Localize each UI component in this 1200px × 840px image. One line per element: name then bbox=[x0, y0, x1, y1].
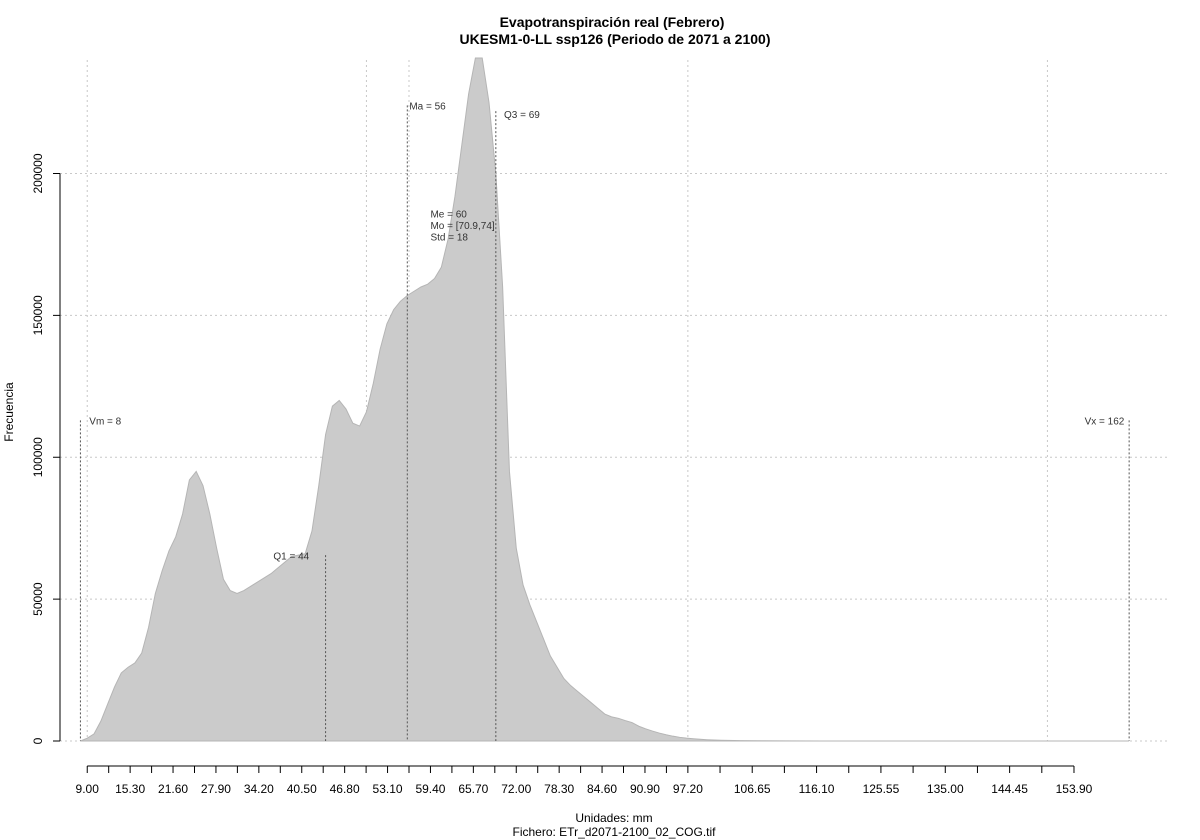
x-tick-label: 65.70 bbox=[458, 782, 488, 796]
x-axis-label: Unidades: mm bbox=[575, 811, 652, 825]
y-tick-label: 100000 bbox=[31, 437, 45, 477]
chart-title: Evapotranspiración real (Febrero) bbox=[500, 14, 725, 30]
y-axis-label: Frecuencia bbox=[2, 382, 16, 442]
stats-text: Me = 60 bbox=[430, 209, 467, 220]
x-tick-label: 46.80 bbox=[330, 782, 360, 796]
x-tick-label: 90.90 bbox=[630, 782, 660, 796]
x-tick-label: 40.50 bbox=[287, 782, 317, 796]
x-tick-label: 53.10 bbox=[373, 782, 403, 796]
y-tick-label: 200000 bbox=[31, 153, 45, 193]
x-tick-label: 78.30 bbox=[544, 782, 574, 796]
x-tick-label: 135.00 bbox=[927, 782, 964, 796]
stats-text: Mo = [70.9,74] bbox=[430, 221, 494, 232]
x-tick-label: 72.00 bbox=[501, 782, 531, 796]
stat-label: Q3 = 69 bbox=[504, 110, 540, 121]
footer-filename: Fichero: ETr_d2071-2100_02_COG.tif bbox=[513, 825, 717, 839]
y-tick-label: 50000 bbox=[31, 582, 45, 616]
stat-lines-group: Vm = 8 Q1 = 44 Ma = 56 Q3 = 69 Vx = 162 Me = … bbox=[79, 102, 1130, 741]
stat-label: Vx = 162 bbox=[1085, 417, 1125, 428]
x-tick-label: 34.20 bbox=[244, 782, 274, 796]
x-tick-label: 27.90 bbox=[201, 782, 231, 796]
y-tick-label: 0 bbox=[31, 737, 45, 744]
density-area bbox=[80, 57, 1130, 742]
stat-label: Vm = 8 bbox=[89, 417, 121, 428]
x-tick-label: 97.20 bbox=[673, 782, 703, 796]
x-tick-label: 59.40 bbox=[415, 782, 445, 796]
x-tick-label: 9.00 bbox=[76, 782, 100, 796]
stats-text: Std = 18 bbox=[430, 232, 468, 243]
density-area-group bbox=[80, 57, 1130, 742]
x-tick-label: 21.60 bbox=[158, 782, 188, 796]
x-tick-label: 84.60 bbox=[587, 782, 617, 796]
stat-label: Ma = 56 bbox=[409, 102, 446, 113]
axes-group: 0 50000 100000 150000 200000 9.00 15.30 21.60 27… bbox=[31, 153, 1093, 796]
x-tick-label: 153.90 bbox=[1056, 782, 1093, 796]
x-tick-label: 116.10 bbox=[799, 782, 835, 796]
x-tick-label: 15.30 bbox=[115, 782, 145, 796]
y-tick-label: 150000 bbox=[31, 295, 45, 335]
x-tick-label: 106.65 bbox=[734, 782, 771, 796]
stat-label: Q1 = 44 bbox=[273, 551, 309, 562]
chart-subtitle: UKESM1-0-LL ssp126 (Periodo de 2071 a 21… bbox=[460, 31, 771, 47]
x-tick-label: 144.45 bbox=[991, 782, 1028, 796]
x-tick-label: 125.55 bbox=[863, 782, 900, 796]
